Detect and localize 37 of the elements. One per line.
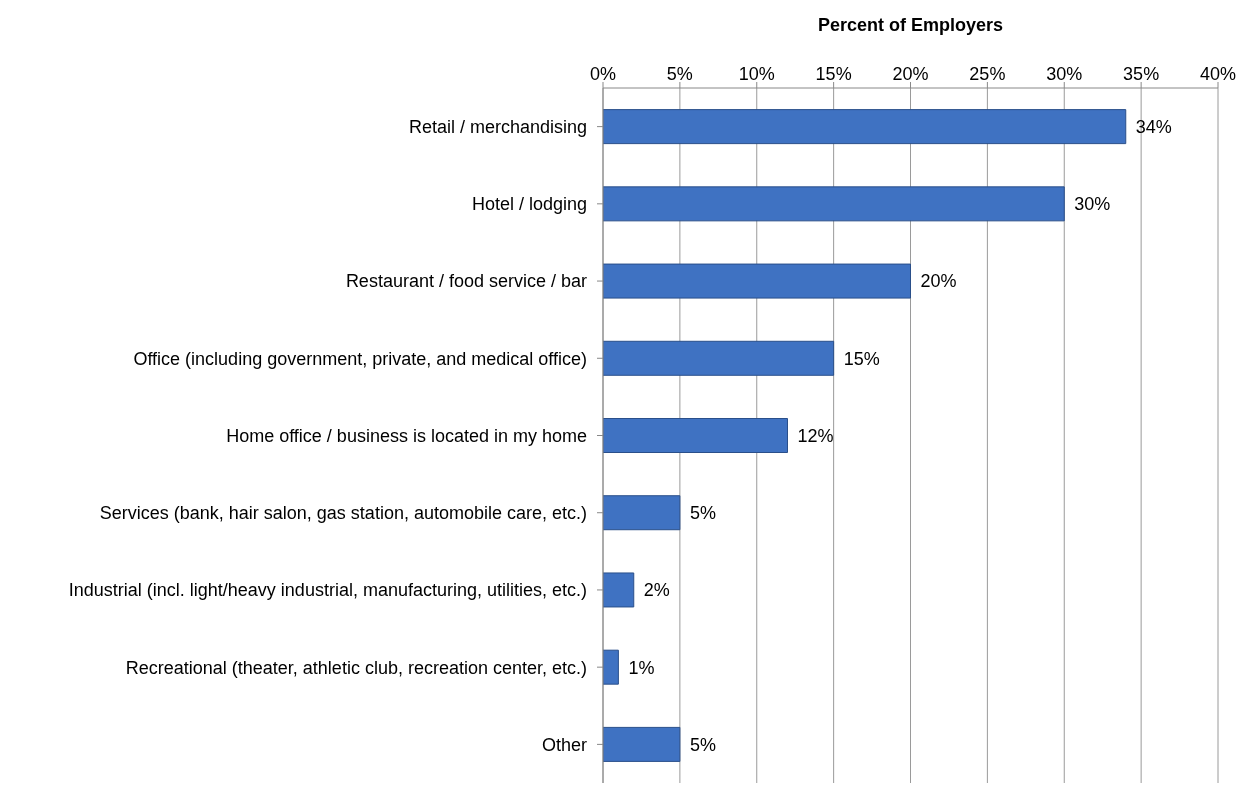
bar xyxy=(603,572,635,608)
bar xyxy=(603,186,1065,222)
x-tick-label: 5% xyxy=(666,64,693,84)
data-label: 1% xyxy=(628,657,655,678)
bar xyxy=(603,340,835,376)
bar xyxy=(603,263,911,299)
x-axis-title: Percent of Employers xyxy=(817,14,1004,35)
data-label: 30% xyxy=(1074,194,1111,215)
data-label: 15% xyxy=(843,348,880,369)
x-tick-label: 20% xyxy=(892,64,929,84)
x-tick-label: 40% xyxy=(1199,64,1237,84)
data-label: 2% xyxy=(643,580,670,601)
data-label: 34% xyxy=(1135,117,1172,138)
y-tick-label: Office (including government, private, and medical office) xyxy=(133,348,587,369)
data-label: 5% xyxy=(689,503,716,524)
data-label: 12% xyxy=(797,425,834,446)
data-label: 5% xyxy=(689,734,716,755)
y-tick-label: Restaurant / food service / bar xyxy=(345,271,587,292)
data-label: 20% xyxy=(920,271,957,292)
bar xyxy=(603,109,1127,145)
bar xyxy=(603,726,681,762)
bar xyxy=(603,418,788,454)
y-tick-label: Services (bank, hair salon, gas station, automobile care, etc.) xyxy=(99,503,587,524)
y-tick-label: Retail / merchandising xyxy=(408,117,587,137)
x-tick-label: 0% xyxy=(589,64,617,84)
x-tick-label: 15% xyxy=(815,64,852,84)
y-tick-label: Recreational (theater, athletic club, recreation center, etc.) xyxy=(125,657,587,678)
y-tick-label: Other xyxy=(541,734,587,755)
x-tick-label: 25% xyxy=(969,64,1006,84)
y-tick-label: Home office / business is located in my home xyxy=(226,425,587,446)
bar xyxy=(603,495,681,531)
x-tick-label: 35% xyxy=(1123,64,1160,84)
x-tick-label: 10% xyxy=(738,64,775,84)
y-tick-label: Hotel / lodging xyxy=(471,194,587,215)
x-tick-label: 30% xyxy=(1046,64,1083,84)
y-tick-label: Industrial (incl. light/heavy industrial, manufacturing, utilities, etc.) xyxy=(68,580,587,601)
bar xyxy=(603,649,619,685)
